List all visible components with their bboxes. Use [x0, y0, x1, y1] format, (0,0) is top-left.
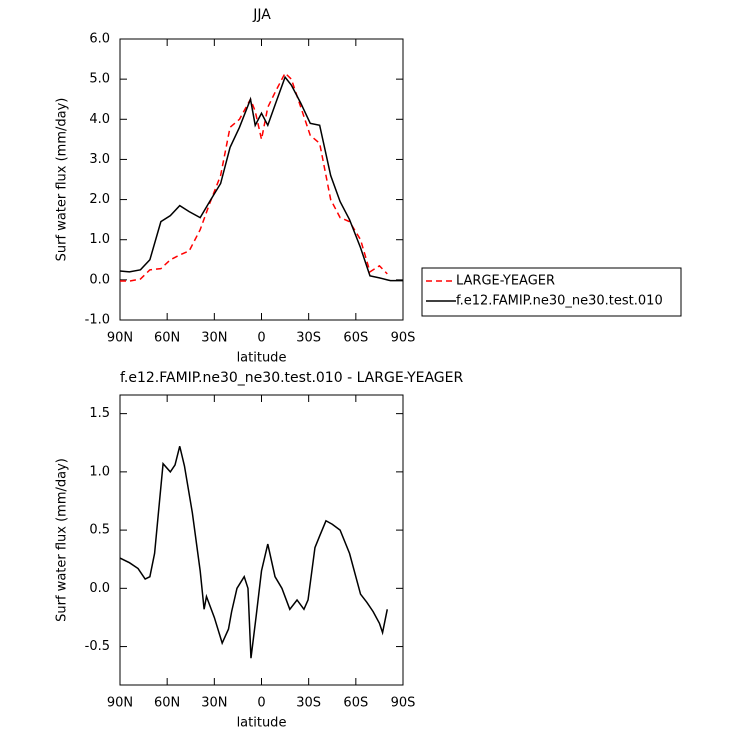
x-tick-label: 90N — [107, 696, 133, 711]
y-tick-label: 2.0 — [89, 192, 110, 207]
y-tick-label: 6.0 — [89, 32, 110, 47]
legend-box — [421, 267, 682, 317]
x-tick-label: 30S — [296, 331, 321, 346]
plot-frame — [119, 394, 404, 686]
y-tick-label: 0.0 — [89, 272, 110, 287]
legend-label: LARGE-YEAGER — [456, 274, 555, 289]
y-tick-label: 1.5 — [89, 406, 110, 421]
x-tick-label: 90S — [391, 696, 416, 711]
x-axis-label: latitude — [237, 716, 287, 731]
plot-frame — [119, 38, 404, 321]
chart-title: f.e12.FAMIP.ne30_ne30.test.010 - LARGE-Y… — [120, 370, 463, 386]
x-tick-label: 60N — [154, 696, 180, 711]
data-line — [119, 446, 389, 659]
x-tick-label: 60S — [343, 331, 368, 346]
x-tick-label: 30S — [296, 696, 321, 711]
x-axis-label: latitude — [237, 351, 287, 366]
legend-label: f.e12.FAMIP.ne30_ne30.test.010 — [456, 294, 663, 309]
x-tick-label: 60S — [343, 696, 368, 711]
data-line — [119, 75, 403, 282]
y-axis-label: Surf water flux (mm/day) — [55, 458, 70, 622]
x-tick-label: 30N — [201, 331, 227, 346]
y-tick-label: 4.0 — [89, 112, 110, 127]
y-tick-label: 1.0 — [89, 464, 110, 479]
y-tick-label: 5.0 — [89, 72, 110, 87]
legend: LARGE-YEAGER f.e12.FAMIP.ne30_ne30.test.0… — [421, 267, 682, 317]
chart-title: JJA — [252, 7, 271, 23]
y-tick-label: 1.0 — [89, 232, 110, 247]
y-tick-label: -1.0 — [85, 313, 110, 328]
y-tick-label: -0.5 — [85, 639, 110, 654]
y-axis-label: Surf water flux (mm/day) — [55, 98, 70, 262]
y-tick-label: 3.0 — [89, 152, 110, 167]
y-tick-label: 0.0 — [89, 581, 110, 596]
x-tick-label: 90N — [107, 331, 133, 346]
x-tick-label: 0 — [257, 331, 265, 346]
x-tick-label: 60N — [154, 331, 180, 346]
y-tick-label: 0.5 — [89, 523, 110, 538]
x-tick-label: 90S — [391, 331, 416, 346]
x-tick-label: 0 — [257, 696, 265, 711]
data-line — [120, 71, 388, 282]
x-tick-label: 30N — [201, 696, 227, 711]
